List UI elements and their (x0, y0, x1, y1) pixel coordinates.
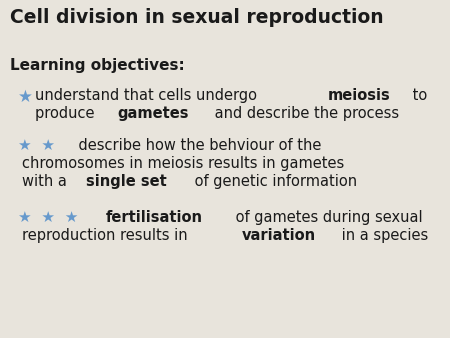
Text: reproduction results in: reproduction results in (22, 228, 192, 243)
Text: and describe the process: and describe the process (210, 106, 399, 121)
Text: fertilisation: fertilisation (106, 210, 203, 225)
Text: single set: single set (86, 174, 166, 189)
Text: produce: produce (35, 106, 99, 121)
Text: ★: ★ (18, 88, 33, 106)
Text: to: to (409, 88, 428, 103)
Text: ★  ★: ★ ★ (18, 138, 55, 153)
Text: Cell division in sexual reproduction: Cell division in sexual reproduction (10, 8, 383, 27)
Text: in a species: in a species (338, 228, 428, 243)
Text: variation: variation (242, 228, 316, 243)
Text: ★  ★  ★: ★ ★ ★ (18, 210, 78, 225)
Text: meiosis: meiosis (328, 88, 390, 103)
Text: gametes: gametes (118, 106, 189, 121)
Text: with a: with a (22, 174, 72, 189)
Text: of gametes during sexual: of gametes during sexual (231, 210, 423, 225)
Text: chromosomes in meiosis results in gametes: chromosomes in meiosis results in gamete… (22, 156, 344, 171)
Text: Learning objectives:: Learning objectives: (10, 58, 185, 73)
Text: describe how the behviour of the: describe how the behviour of the (60, 138, 321, 153)
Text: understand that cells undergo: understand that cells undergo (35, 88, 261, 103)
Text: of genetic information: of genetic information (190, 174, 357, 189)
